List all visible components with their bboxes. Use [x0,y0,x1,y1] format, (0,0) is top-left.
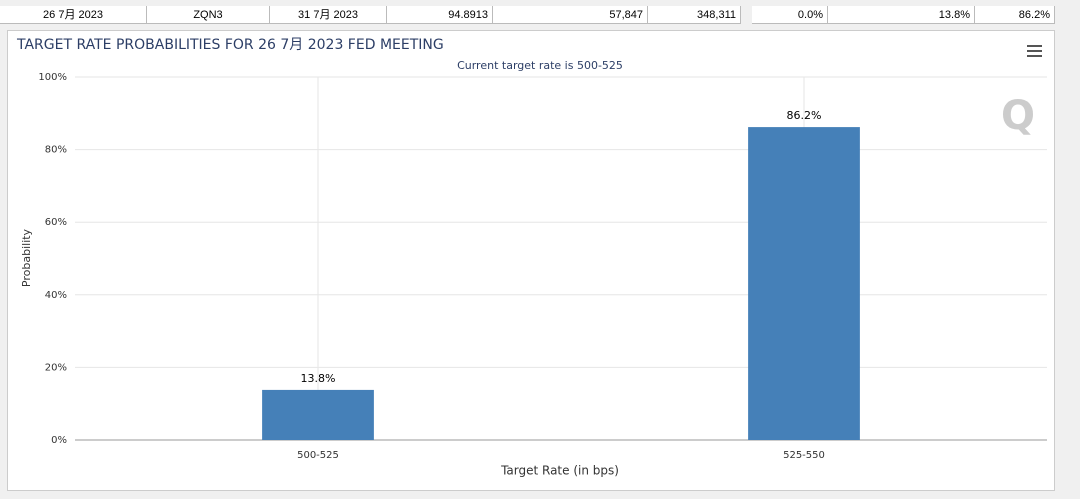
y-tick-label: 80% [45,145,67,156]
cell: 0.0% [752,6,828,24]
y-axis-title: Probability [20,228,33,287]
y-tick-label: 100% [38,72,67,83]
cell: 31 7月 2023 [270,6,387,24]
y-tick-label: 0% [51,435,67,446]
cell: 348,311 [648,6,741,24]
y-tick-label: 20% [45,362,67,373]
cell: ZQN3 [147,6,270,24]
bar [748,127,860,441]
data-label: 13.8% [301,372,336,385]
menu-button[interactable] [1027,45,1042,57]
cell: 26 7月 2023 [0,6,147,24]
chart-subtitle: Current target rate is 500-525 [457,59,623,72]
y-tick-label: 60% [45,217,67,228]
bar [262,389,374,440]
cell: 94.8913 [387,6,493,24]
x-tick-label: 500-525 [297,450,339,461]
y-tick-label: 40% [45,290,67,301]
cell: 57,847 [493,6,648,24]
table-row: 26 7月 2023 ZQN3 31 7月 2023 94.8913 57,84… [0,0,1080,26]
logo: Q [1001,93,1035,139]
chart-panel [7,30,1055,491]
x-tick-label: 525-550 [783,450,825,461]
data-label: 86.2% [787,109,822,122]
x-axis-title: Target Rate (in bps) [500,464,619,478]
cell: 13.8% [828,6,975,24]
cell: 86.2% [975,6,1055,24]
chart-title: TARGET RATE PROBABILITIES FOR 26 7月 2023… [16,37,444,53]
